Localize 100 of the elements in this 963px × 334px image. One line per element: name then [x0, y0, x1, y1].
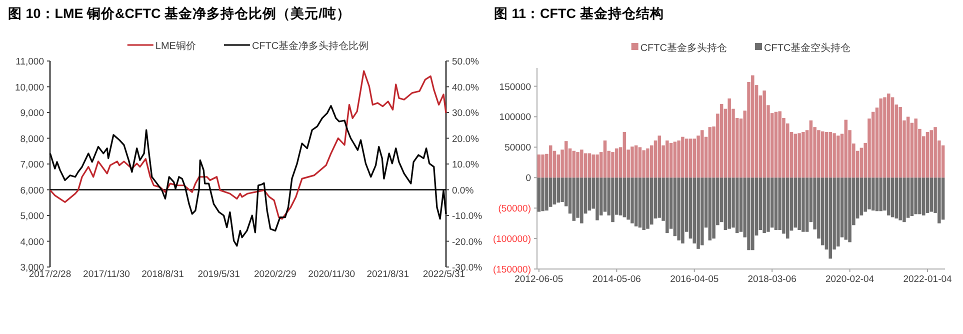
bar [592, 154, 595, 178]
legend-label: LME铜价 [155, 40, 196, 52]
bar [922, 178, 926, 216]
bar [820, 131, 824, 178]
bar [692, 138, 696, 178]
bar [572, 178, 576, 221]
bar [848, 178, 852, 242]
bar [642, 178, 646, 230]
bar [938, 178, 941, 224]
bar [580, 178, 584, 224]
bar [700, 178, 704, 246]
bar [596, 178, 599, 220]
bar [894, 178, 898, 218]
bar [875, 178, 879, 212]
line-series [49, 105, 447, 247]
bar [778, 111, 782, 178]
x-tick-label: 2022-01-04 [903, 274, 952, 285]
bar [786, 178, 790, 239]
bar [751, 178, 754, 250]
bar [622, 132, 626, 178]
bar [622, 178, 626, 218]
bar [836, 178, 840, 246]
bar [708, 178, 712, 240]
bar [941, 178, 945, 220]
y2-tick-label: -20.0% [452, 236, 483, 248]
bar [898, 178, 902, 220]
bar [638, 147, 642, 178]
bar [638, 178, 642, 228]
y2-tick-label: 30.0% [452, 108, 480, 119]
y-tick-label: 0 [526, 173, 531, 184]
bar [630, 178, 634, 224]
bar [930, 130, 934, 178]
bar [887, 178, 890, 216]
bar [794, 134, 798, 178]
bar [642, 150, 646, 178]
bar [611, 152, 614, 178]
bar [910, 178, 914, 216]
chart-title: 图 11：CFTC 基金持仓结构 [494, 6, 664, 21]
bar [728, 178, 731, 229]
y-tick-label: 50000 [504, 142, 531, 154]
bar [556, 178, 560, 203]
bar [864, 178, 867, 212]
bar [684, 138, 688, 178]
bar [618, 178, 622, 216]
bar [906, 116, 910, 178]
bar [700, 130, 704, 178]
bar [762, 178, 766, 234]
bar [890, 178, 894, 218]
bar [820, 178, 824, 246]
x-tick-label: 2018-03-06 [748, 274, 796, 285]
bar [887, 94, 890, 178]
y-tick-label: (100000) [492, 234, 531, 246]
bar [794, 178, 798, 228]
y-tick-label: 11,000 [16, 56, 44, 68]
y2-tick-label: 20.0% [452, 134, 480, 145]
x-tick-label: 2021/8/31 [366, 269, 410, 280]
bar [832, 133, 836, 178]
x-tick-label: 2019/5/31 [198, 269, 240, 280]
y-tick-label: 7,000 [20, 160, 44, 170]
bar [646, 178, 650, 229]
bar [673, 142, 677, 178]
x-tick-label: 2017/11/30 [83, 269, 130, 280]
bar [724, 178, 728, 230]
bar [552, 178, 556, 204]
bar [677, 178, 680, 240]
bar [572, 150, 576, 178]
y2-tick-label: 0.0% [452, 185, 474, 196]
bar [588, 178, 592, 211]
y2-tick-label: 10.0% [452, 160, 480, 170]
bar [580, 150, 584, 178]
bar [603, 140, 607, 178]
bar [537, 178, 541, 212]
bar [817, 130, 820, 178]
x-tick-label: 2014-05-06 [592, 274, 641, 285]
bar [906, 178, 910, 218]
bar [541, 154, 544, 178]
x-tick-label: 2018/8/31 [142, 269, 184, 280]
bar [646, 148, 650, 178]
bar [666, 178, 669, 234]
bar [564, 141, 568, 178]
bar [658, 136, 662, 178]
y-tick-label: (150000) [492, 264, 531, 276]
y-tick-label: 150000 [499, 82, 531, 93]
bar [879, 178, 883, 212]
bar [883, 97, 886, 178]
bar [871, 178, 875, 211]
bar [828, 178, 832, 259]
bar [541, 178, 544, 212]
y-tick-label: 100000 [499, 112, 531, 124]
bar [712, 178, 716, 239]
y-tick-label: 8,000 [20, 134, 44, 145]
bar [778, 178, 782, 230]
bar [669, 142, 673, 178]
y-tick-label: 5,000 [20, 211, 44, 222]
bar [615, 148, 618, 178]
bar [708, 127, 712, 178]
bar [666, 140, 669, 178]
bar [926, 178, 930, 213]
bar [673, 178, 677, 236]
x-tick-label: 2020-02-04 [825, 274, 874, 285]
